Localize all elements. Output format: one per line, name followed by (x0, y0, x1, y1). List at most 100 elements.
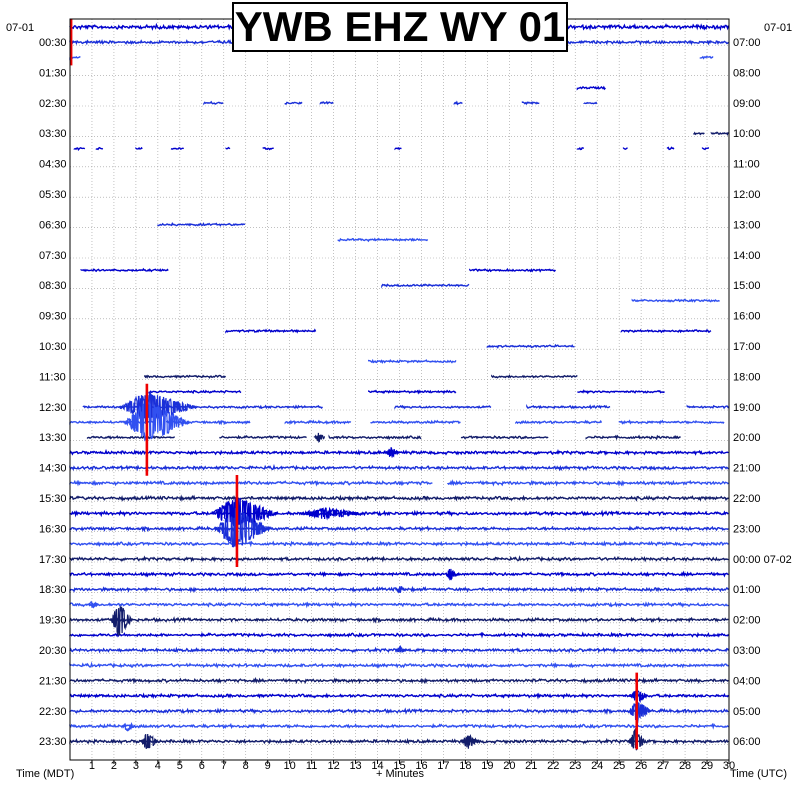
left-time-tick-label: 16:30 (39, 523, 67, 535)
trace-segment (69, 601, 729, 609)
trace-segment (225, 146, 231, 150)
left-time-tick-label: 09:30 (39, 311, 67, 323)
event-burst (395, 585, 407, 594)
left-axis-label: Time (MDT) (16, 768, 74, 780)
trace-segment (82, 404, 323, 410)
left-time-tick-label: 10:30 (39, 341, 67, 353)
right-time-tick-label: 05:00 (733, 706, 761, 718)
trace-segment (69, 540, 729, 548)
minute-tick-label: 20 (503, 760, 515, 772)
event-burst (110, 605, 133, 636)
minute-ticks: 1 2 3 4 5 6 7 8 9 10 11 12 13 14 15 16 17 18 19 20 21 22 23 24 2… (89, 760, 735, 772)
right-time-tick-label: 19:00 (733, 402, 761, 414)
right-time-tick-label: 14:00 (733, 250, 761, 262)
trace-segment (699, 55, 714, 60)
trace-segment (69, 722, 729, 730)
minute-tick-label: 13 (349, 760, 361, 772)
left-time-tick-label: 12:30 (39, 402, 67, 414)
trace-segment (225, 328, 317, 334)
right-time-tick-label: 17:00 (733, 341, 761, 353)
right-time-tick-label: 23:00 (733, 523, 761, 535)
minute-tick-label: 9 (265, 760, 271, 772)
event-burst (313, 432, 326, 443)
trace-segment (170, 147, 184, 150)
minute-tick-label: 10 (284, 760, 296, 772)
minute-tick-label: 22 (547, 760, 559, 772)
trace-segment (328, 434, 422, 441)
minute-tick-label: 5 (177, 760, 183, 772)
minute-tick-label: 16 (415, 760, 427, 772)
trace-segment (447, 479, 730, 487)
right-time-tick-label: 11:00 (733, 159, 760, 171)
left-time-tick-label: 02:30 (39, 98, 67, 110)
trace-segment (370, 419, 461, 425)
event-burst (444, 568, 459, 581)
trace-segment (203, 100, 224, 106)
left-time-tick-label: 17:30 (39, 554, 67, 566)
left-time-tick-label: 00:30 (39, 37, 67, 49)
left-time-tick-label: 15:30 (39, 493, 67, 505)
trace-segment (515, 419, 603, 425)
left-time-tick-label: 01:30 (39, 67, 67, 79)
minute-tick-label: 3 (133, 760, 139, 772)
trace-segment (583, 101, 598, 105)
left-time-tick-label: 22:30 (39, 706, 67, 718)
trace-segment (620, 328, 712, 334)
event-burst (121, 721, 136, 732)
left-time-tick-label: 08:30 (39, 280, 67, 292)
trace-segment (576, 85, 606, 91)
trace-segment (368, 358, 457, 364)
trace-segment (381, 283, 470, 289)
left-time-tick-label: 18:30 (39, 584, 67, 596)
trace-segment (701, 147, 710, 151)
trace-segment (486, 343, 575, 349)
minute-tick-label: 6 (199, 760, 205, 772)
left-time-tick-label: 06:30 (39, 219, 67, 231)
trace-segment (686, 404, 730, 410)
minute-tick-label: 19 (481, 760, 493, 772)
trace-segment (86, 435, 175, 440)
trace-segment (622, 147, 628, 150)
event-burst (628, 701, 652, 724)
trace-segment (460, 435, 549, 440)
trace-segment (394, 146, 402, 151)
minute-tick-label: 4 (155, 760, 161, 772)
trace-segment (262, 146, 274, 151)
right-time-ticks: 07:00 08:00 09:00 10:00 11:00 12:00 13:00 14:00… (733, 37, 792, 748)
right-time-tick-label: 16:00 (733, 311, 761, 323)
trace-segment (95, 146, 104, 151)
right-time-tick-label: 13:00 (733, 219, 761, 231)
trace-segment (666, 146, 675, 151)
right-time-tick-label: 03:00 (733, 645, 761, 657)
trace-segment (284, 101, 303, 105)
right-axis-label: Time (UTC) (730, 768, 787, 780)
trace-segment (69, 479, 433, 487)
event-burst (299, 506, 366, 521)
trace-segment (69, 616, 729, 624)
right-time-tick-label: 12:00 (733, 189, 761, 201)
right-time-tick-label: 07:00 (733, 37, 761, 49)
minute-tick-label: 8 (243, 760, 249, 772)
minute-tick-label: 17 (437, 760, 449, 772)
right-time-tick-label: 04:00 (733, 675, 761, 687)
left-time-tick-label: 13:30 (39, 432, 67, 444)
axis-labels: 07-01 07-01 Time (MDT) Time (UTC) + Minu… (6, 22, 792, 780)
right-date-label: 07-01 (764, 22, 792, 34)
trace-segment (219, 434, 307, 440)
trace-segment (73, 147, 86, 151)
left-time-tick-label: 23:30 (39, 736, 67, 748)
minute-tick-label: 2 (111, 760, 117, 772)
event-burst (87, 600, 100, 609)
event-burst (214, 508, 271, 548)
left-time-tick-label: 04:30 (39, 159, 67, 171)
minute-tick-label: 18 (459, 760, 471, 772)
minute-tick-label: 24 (591, 760, 603, 772)
trace-segment (469, 267, 556, 273)
grid-lines (70, 19, 729, 760)
left-time-tick-label: 07:30 (39, 250, 67, 262)
minute-tick-label: 14 (371, 760, 383, 772)
trace-segment (69, 448, 729, 456)
event-burst (140, 733, 159, 749)
right-time-tick-label: 06:00 (733, 736, 761, 748)
trace-segment (148, 389, 242, 395)
